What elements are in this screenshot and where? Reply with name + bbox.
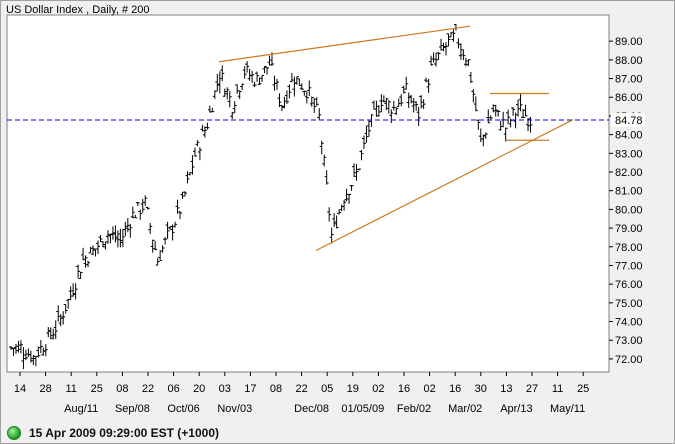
x-month-label: Feb/02: [397, 403, 431, 415]
y-tick-label: 80.00: [615, 204, 643, 216]
current-value-label: 84.78: [615, 115, 643, 127]
y-tick-label: 81.00: [615, 186, 643, 198]
y-tick-label: 88.00: [615, 55, 643, 67]
x-tick-label: 13: [500, 383, 512, 395]
x-tick-label: 11: [65, 383, 76, 395]
chart-title: US Dollar Index , Daily, # 200: [6, 4, 149, 16]
x-month-label: Dec/08: [294, 403, 329, 415]
x-tick-label: 25: [577, 383, 589, 395]
status-timestamp: 15 Apr 2009 09:29:00 EST (+1000): [29, 426, 220, 440]
x-tick-label: 28: [39, 383, 51, 395]
x-tick-label: 17: [244, 383, 256, 395]
trendline: [218, 25, 471, 63]
x-month-label: Nov/03: [217, 403, 252, 415]
x-tick-label: 25: [91, 383, 103, 395]
y-tick-label: 72.00: [615, 354, 643, 366]
x-tick-label: 22: [295, 383, 307, 395]
x-month-label: Apr/13: [500, 403, 532, 415]
x-tick-label: 08: [270, 383, 282, 395]
x-tick-label: 02: [423, 383, 435, 395]
x-month-label: Oct/06: [167, 403, 199, 415]
x-tick-label: 22: [142, 383, 154, 395]
current-value-box: [611, 113, 645, 128]
x-tick-label: 20: [193, 383, 205, 395]
y-tick-label: 89.00: [615, 36, 643, 48]
x-tick-label: 30: [475, 383, 487, 395]
status-bar: 15 Apr 2009 09:29:00 EST (+1000): [7, 425, 219, 441]
x-tick-label: 14: [14, 383, 26, 395]
y-tick-label: 73.00: [615, 335, 643, 347]
y-tick-label: 79.00: [615, 223, 643, 235]
x-month-label: Sep/08: [115, 403, 150, 415]
x-tick-label: 03: [219, 383, 231, 395]
x-tick-label: 16: [398, 383, 410, 395]
plot-area: [6, 14, 610, 373]
x-tick-label: 05: [321, 383, 333, 395]
x-tick-label: 06: [167, 383, 179, 395]
x-month-label: May/11: [550, 403, 585, 415]
chart-svg: US Dollar Index , Daily, # 200 72.00 73.0…: [6, 4, 645, 415]
y-tick-label: 75.00: [615, 298, 643, 310]
x-month-label: 01/05/09: [341, 403, 384, 415]
trendline: [315, 119, 574, 252]
x-tick-label: 11: [552, 383, 563, 395]
y-tick-label: 84.00: [615, 130, 643, 142]
y-tick-label: 78.00: [615, 242, 643, 254]
x-month-label: Mar/02: [448, 403, 482, 415]
connection-status-icon: [7, 426, 21, 440]
y-tick-label: 74.00: [615, 317, 643, 329]
x-tick-label: 08: [116, 383, 128, 395]
y-tick-label: 83.00: [615, 148, 643, 160]
y-tick-label: 76.00: [615, 279, 643, 291]
y-tick-label: 87.00: [615, 74, 643, 86]
x-tick-label: 27: [526, 383, 538, 395]
x-tick-label: 19: [347, 383, 359, 395]
x-tick-label: 16: [449, 383, 461, 395]
y-tick-label: 77.00: [615, 260, 643, 272]
y-tick-label: 86.00: [615, 92, 643, 104]
y-tick-label: 82.00: [615, 167, 643, 179]
x-month-label: Aug/11: [64, 403, 98, 415]
x-tick-label: 02: [372, 383, 384, 395]
